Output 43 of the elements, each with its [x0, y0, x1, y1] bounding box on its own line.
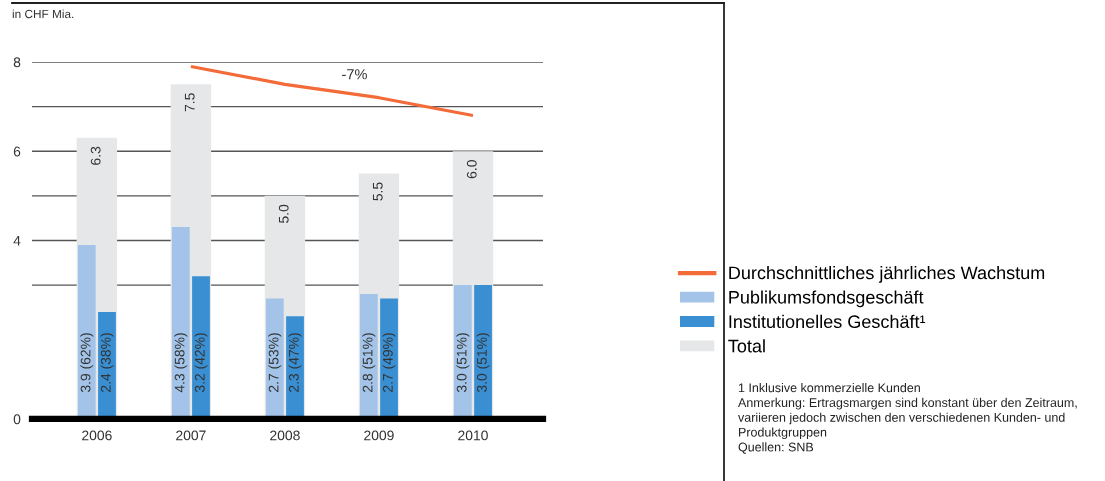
bar: [265, 298, 284, 419]
bar: [77, 244, 96, 419]
text: Anmerkung: Ertragsmargen sind konstant über den Zeitraum, variieren jedoch zwischen den verschiedenen Kunden- und Produktgruppen: [738, 397, 1077, 440]
y-tick-label: 0: [13, 414, 21, 425]
text: 1 Inklusive kommerzielle Kunden: [738, 383, 920, 393]
data-label: 2.7 (53%): [268, 333, 282, 392]
y-axis-title: in CHF Mia.: [12, 9, 74, 19]
legend-label: Institutionelles Geschäft¹: [729, 314, 926, 329]
bar: [359, 294, 378, 419]
data-label: 3.9 (62%): [80, 333, 94, 393]
legend-label: Durchschnittliches jährliches Wachstum: [729, 265, 1045, 283]
legend-label: Total: [728, 339, 765, 353]
data-label: 3.2 (42%): [194, 333, 208, 393]
bar: [192, 276, 210, 419]
data-label: 7.5: [184, 93, 195, 112]
data-label: 5.5: [372, 182, 383, 201]
x-tick-label: 2006: [82, 430, 112, 441]
bar: [380, 298, 398, 419]
source-note: Quellen: SNB: [738, 442, 814, 454]
x-tick-label: 2007: [176, 430, 206, 441]
bar: [453, 285, 472, 419]
x-tick-label: 2008: [270, 430, 300, 441]
y-tick-label: 4: [13, 235, 21, 246]
y-tick-label: 6: [13, 146, 21, 157]
data-label: 2.3 (47%): [288, 333, 302, 392]
data-label: 2.8 (51%): [362, 333, 376, 392]
annotation: -7%: [342, 69, 367, 80]
y-tick-label: 8: [13, 57, 21, 68]
data-label: 6.3: [90, 146, 101, 165]
data-label: 5.0: [278, 204, 289, 223]
data-label: 6.0: [466, 160, 477, 179]
bar: [286, 316, 304, 419]
x-tick-label: 2009: [364, 430, 394, 441]
bar: [474, 285, 492, 419]
bar: [171, 227, 190, 419]
legend-label: Publikumsfondsgeschäft: [729, 290, 924, 308]
x-tick-label: 2010: [458, 430, 488, 441]
data-label: 2.4 (38%): [100, 333, 114, 392]
data-label: 2.7 (49%): [382, 333, 396, 392]
data-label: 3.0 (51%): [456, 333, 470, 393]
data-label: 3.0 (51%): [476, 333, 490, 393]
data-label: 4.3 (58%): [174, 333, 188, 393]
bar: [98, 311, 116, 419]
